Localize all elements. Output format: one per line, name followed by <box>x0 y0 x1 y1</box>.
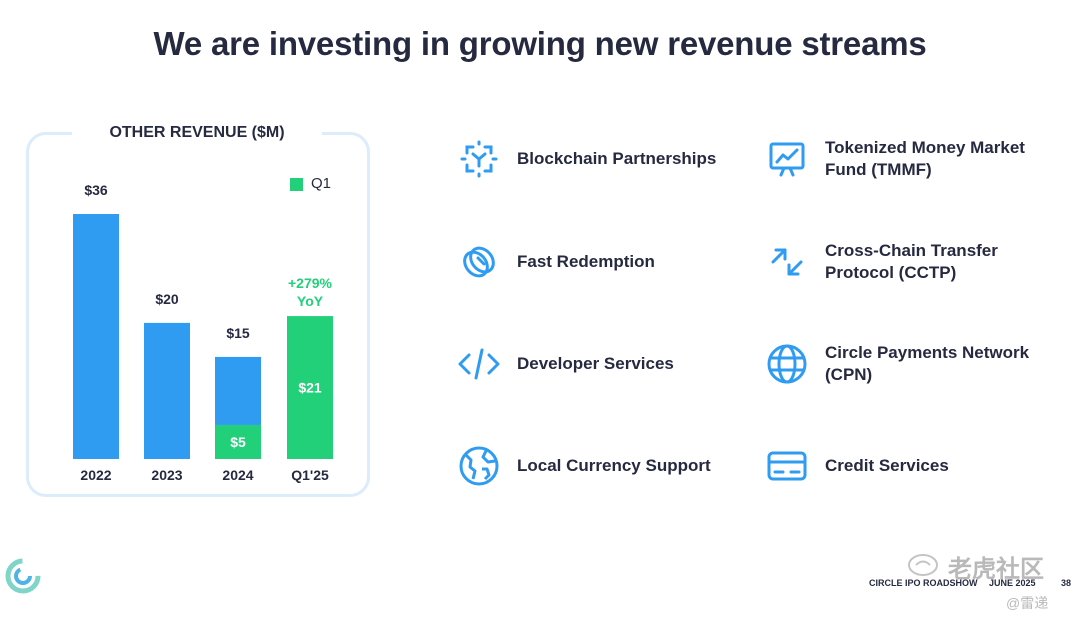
revenue-streams-grid: Blockchain Partnerships Tokenized Money … <box>455 135 1065 505</box>
watermark-handle: @雷递 <box>1006 595 1049 611</box>
bar-segment-q1 <box>215 424 261 459</box>
revenue-stream-label: Tokenized Money Market Fund (TMMF) <box>825 138 1025 179</box>
revenue-stream-label: Credit Services <box>825 456 949 475</box>
revenue-stream-item: Fast Redemption <box>455 238 742 286</box>
footer-roadshow: CIRCLE IPO ROADSHOW <box>869 578 978 588</box>
footer-date: JUNE 2025 <box>989 578 1036 588</box>
watermark-brand: 老虎社区 <box>948 556 1044 583</box>
page-number: 38 <box>1061 578 1072 588</box>
bar-segment <box>144 322 190 459</box>
legend-swatch-q1 <box>290 178 303 191</box>
revenue-stream-item: Tokenized Money Market Fund (TMMF) <box>763 135 1050 183</box>
revenue-stream-item: Credit Services <box>763 442 1050 490</box>
coin-icon <box>455 238 503 286</box>
revenue-stream-item: Cross-Chain Transfer Protocol (CCTP) <box>763 238 1050 286</box>
revenue-stream-item: Local Currency Support <box>455 442 742 490</box>
presentation-chart-icon <box>763 135 811 183</box>
x-tick-label: 2022 <box>80 467 111 483</box>
revenue-stream-label: Developer Services <box>517 354 674 373</box>
watermark-icon <box>906 552 940 583</box>
x-tick-label: Q1'25 <box>291 467 329 483</box>
bar-segment <box>73 214 119 459</box>
credit-card-icon <box>763 442 811 490</box>
revenue-stream-label: Blockchain Partnerships <box>517 149 717 168</box>
revenue-stream-label: Cross-Chain Transfer Protocol (CCTP) <box>825 241 998 282</box>
growth-annotation: YoY <box>297 293 324 309</box>
x-tick-label: 2024 <box>222 467 253 483</box>
bar-total-label: $36 <box>84 182 108 198</box>
globe-network-icon <box>763 340 811 388</box>
blockchain-icon <box>455 135 503 183</box>
revenue-stream-item: Blockchain Partnerships <box>455 135 742 183</box>
bar-total-label: $20 <box>155 291 179 307</box>
legend-label-q1: Q1 <box>311 175 332 192</box>
growth-annotation: +279% <box>288 275 333 291</box>
bar-segment-q1 <box>287 316 333 459</box>
circle-logo-icon <box>3 556 43 596</box>
revenue-stream-label: Circle Payments Network (CPN) <box>825 343 1030 384</box>
segment-label: $21 <box>298 380 322 396</box>
revenue-stream-label: Fast Redemption <box>517 252 655 271</box>
revenue-stream-item: Circle Payments Network (CPN) <box>763 340 1050 388</box>
revenue-stream-label: Local Currency Support <box>517 456 711 475</box>
bar-segment <box>215 356 261 425</box>
code-icon <box>455 340 503 388</box>
segment-label: $5 <box>230 434 246 450</box>
revenue-stream-item: Developer Services <box>455 340 742 388</box>
earth-icon <box>455 442 503 490</box>
bar-chart: $36 2022 $20 2023 $5 $15 2024 $21 Q1'25 +279% YoY <box>73 182 333 483</box>
chart-title: OTHER REVENUE ($M) <box>72 120 322 146</box>
bar-total-label: $15 <box>226 325 250 341</box>
transfer-arrows-icon <box>763 238 811 286</box>
x-tick-label: 2023 <box>151 467 182 483</box>
slide-title: We are investing in growing new revenue … <box>153 25 927 62</box>
